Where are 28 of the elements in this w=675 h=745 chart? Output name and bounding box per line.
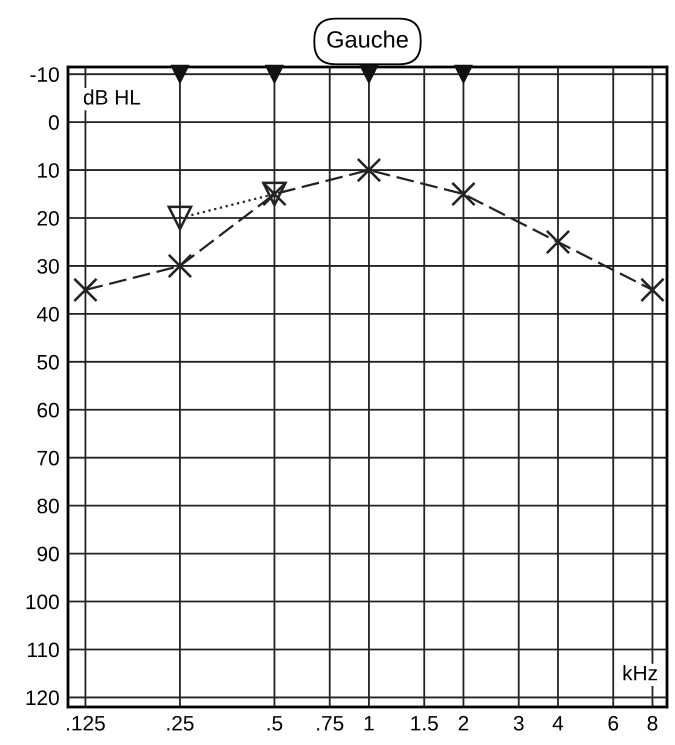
y-tick-label: 70: [38, 450, 59, 466]
x-tick-label: 1.5: [411, 716, 438, 731]
x-tick-label: 2: [458, 716, 468, 730]
x-tick-label: 1: [364, 716, 374, 730]
chart-title: Gauche: [327, 30, 408, 48]
y-tick-label: 110: [28, 642, 59, 658]
y-tick-label: 50: [37, 354, 59, 370]
y-tick-label: 0: [48, 115, 59, 130]
x-tick-label: .5: [268, 716, 282, 731]
y-tick-label: -10: [30, 67, 59, 82]
y-tick-label: 60: [38, 402, 59, 418]
y-tick-label: 80: [37, 498, 59, 514]
y-tick-label: 30: [37, 258, 59, 274]
y-tick-label: 40: [36, 306, 59, 322]
y-tick-label: 90: [37, 546, 59, 562]
y-tick-label: 120: [26, 690, 59, 706]
x-tick-label: .75: [317, 716, 344, 731]
x-tick-label: .125: [67, 716, 105, 731]
x-tick-label: 3: [514, 716, 524, 731]
y-tick-label: 20: [38, 211, 59, 226]
y-tick-label: 100: [26, 594, 59, 610]
x-tick-label: 6: [608, 716, 618, 731]
y-axis-title: dB HL: [84, 89, 140, 105]
x-axis-title: kHz: [624, 665, 657, 680]
x-tick-label: 4: [552, 716, 564, 730]
x-tick-label: 8: [648, 716, 658, 731]
x-tick-label: .25: [167, 716, 194, 731]
y-tick-label: 10: [38, 163, 59, 178]
